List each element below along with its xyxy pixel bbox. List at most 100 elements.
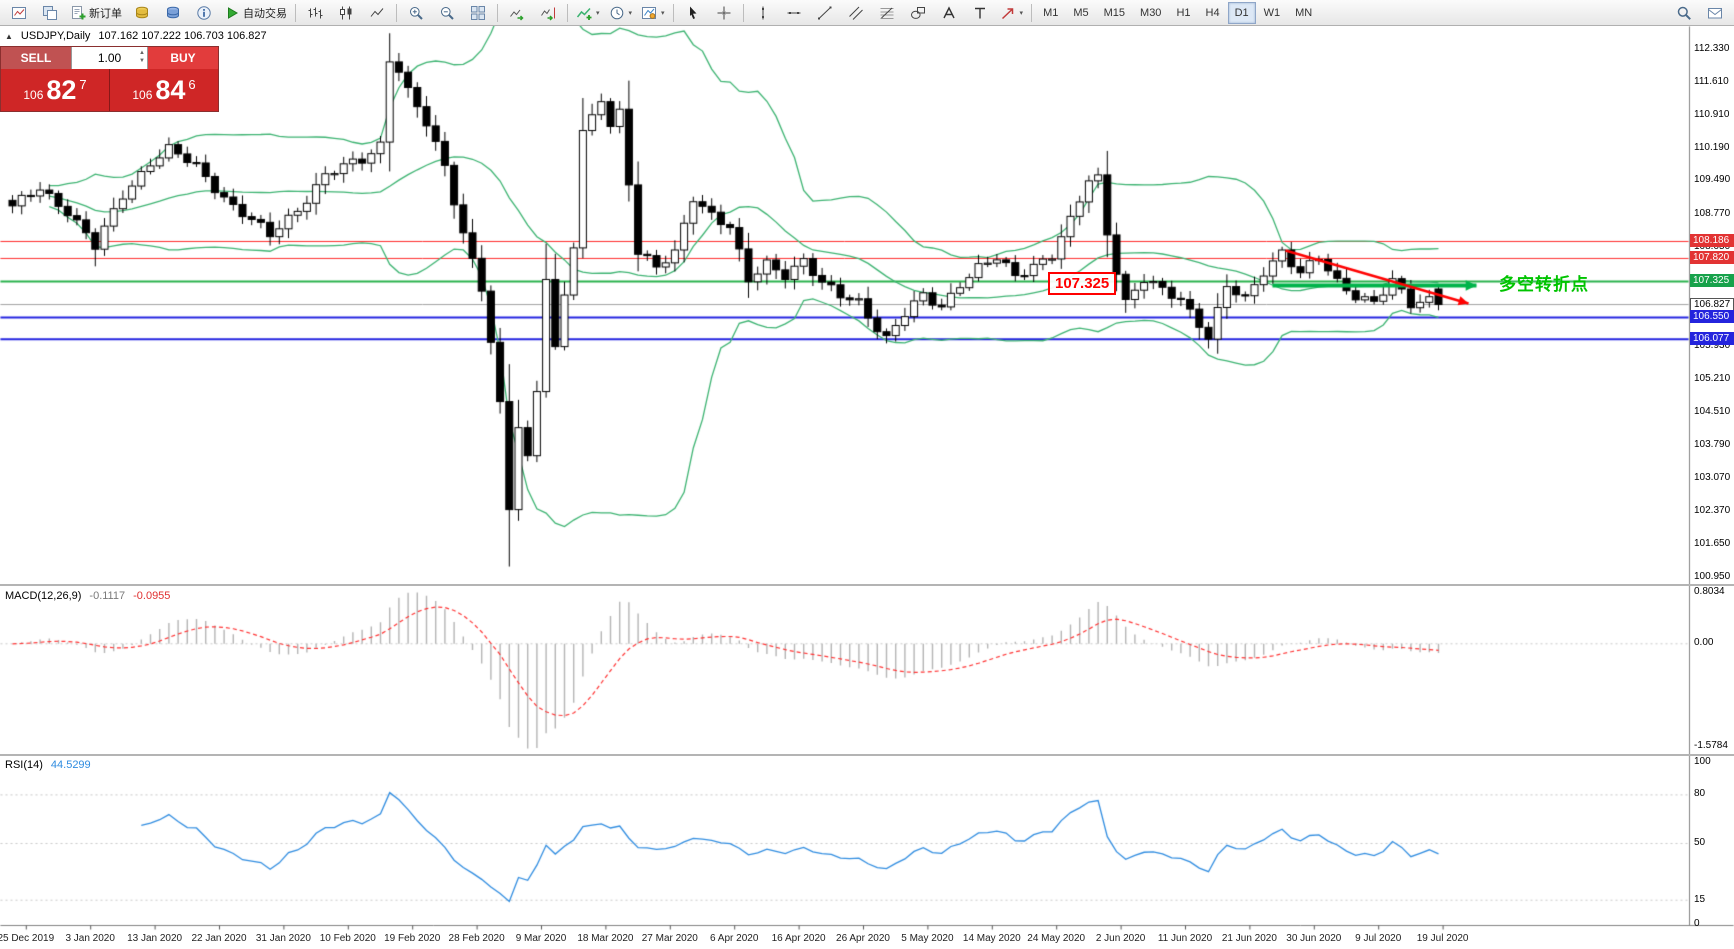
indicators-button[interactable]: ▾: [572, 1, 604, 25]
price-tick-label: 103.790: [1694, 438, 1731, 450]
auto-scroll-button[interactable]: [502, 1, 532, 25]
price-tick-label: 102.370: [1694, 504, 1731, 516]
macd-pane-resize-handle[interactable]: [0, 584, 1734, 586]
date-label: 5 May 2020: [901, 933, 954, 944]
price-tick-label: 112.330: [1694, 42, 1730, 54]
macd-name: MACD(12,26,9): [5, 590, 82, 602]
date-label: 18 Mar 2020: [577, 933, 634, 944]
chart-shift-button[interactable]: [533, 1, 563, 25]
autotrading-button[interactable]: 自动交易: [220, 1, 291, 25]
chart-canvas[interactable]: [0, 26, 1734, 949]
timeframe-w1-button[interactable]: W1: [1263, 6, 1281, 19]
date-label: 22 Jan 2020: [191, 933, 247, 944]
dropdown-caret-icon: ▾: [661, 9, 665, 17]
timeframe-m5-button[interactable]: M5: [1073, 6, 1089, 19]
rsi-value: 44.5299: [50, 759, 91, 771]
vertical-line-tool-button[interactable]: [748, 1, 778, 25]
macd-axis-label: 0.00: [1694, 637, 1714, 649]
zoom-in-button[interactable]: [401, 1, 431, 25]
price-annotation-box[interactable]: 107.325: [1048, 272, 1117, 295]
date-label: 9 Mar 2020: [515, 933, 567, 944]
mailbox-icon[interactable]: [1700, 1, 1730, 25]
fibonacci-tool-button[interactable]: [872, 1, 902, 25]
price-level-label: 107.325: [1690, 274, 1734, 288]
toolbar-separator: [396, 3, 397, 22]
buy-price[interactable]: 106 84 6: [110, 70, 218, 110]
sell-button[interactable]: SELL: [1, 47, 71, 69]
new-order-button[interactable]: 新订单: [66, 1, 126, 25]
time-axis[interactable]: 25 Dec 2019 3 Jan 2020 13 Jan 2020 22 Jan 2…: [0, 925, 1734, 949]
dropdown-caret-icon: ▾: [1019, 9, 1024, 17]
sell-price[interactable]: 106 82 7: [1, 70, 109, 110]
horizontal-line-tool-button[interactable]: [779, 1, 809, 25]
timeframe-m1-button[interactable]: M1: [1043, 6, 1059, 19]
rsi-axis-label: 50: [1694, 837, 1706, 848]
price-level-label: 108.186: [1690, 234, 1734, 248]
periods-button[interactable]: ▾: [605, 1, 637, 25]
chart-window: ▲ USDJPY,Daily 107.162 107.222 106.703 1…: [0, 26, 1734, 949]
chart-header: ▲ USDJPY,Daily 107.162 107.222 106.703 1…: [5, 30, 267, 42]
info-button[interactable]: [189, 1, 219, 25]
trendline-tool-button[interactable]: [810, 1, 840, 25]
timeframe-h1-button[interactable]: H1: [1176, 6, 1191, 19]
tile-windows-button[interactable]: [463, 1, 493, 25]
macd-axis-label: -1.5784: [1694, 740, 1728, 751]
toolbar-separator: [567, 3, 568, 22]
new-chart-button[interactable]: [4, 1, 34, 25]
rsi-indicator-label: RSI(14) 44.5299: [5, 759, 91, 771]
price-tick-label: 101.650: [1694, 538, 1731, 550]
macd-signal-value: -0.0955: [133, 590, 171, 602]
line-chart-mode-button[interactable]: [362, 1, 392, 25]
toolbar-separator: [1031, 3, 1033, 22]
zoom-out-button[interactable]: [432, 1, 462, 25]
label-tool-button[interactable]: [965, 1, 995, 25]
volume-spinner[interactable]: ▲ ▼: [139, 49, 145, 66]
date-label: 31 Jan 2020: [255, 933, 311, 944]
one-click-toggle-icon[interactable]: ▲: [5, 31, 13, 41]
buy-button[interactable]: BUY: [148, 47, 218, 69]
sell-price-big: 82: [46, 75, 77, 105]
date-label: 27 Mar 2020: [641, 933, 698, 944]
timeframe-m15-button[interactable]: M15: [1103, 6, 1126, 19]
candlestick-mode-button[interactable]: [331, 1, 361, 25]
timeframe-h4-button[interactable]: H4: [1205, 6, 1220, 19]
arrows-tool-button[interactable]: ▾: [996, 1, 1028, 25]
date-label: 3 Jan 2020: [65, 933, 115, 944]
ohlc-values: 107.162 107.222 106.703 106.827: [98, 30, 267, 42]
sell-price-prefix: 106: [23, 88, 44, 102]
timeframe-mn-button[interactable]: MN: [1295, 6, 1313, 19]
price-tick-label: 103.070: [1694, 472, 1731, 484]
price-level-label: 107.820: [1690, 251, 1734, 265]
timeframe-m30-button[interactable]: M30: [1140, 6, 1162, 19]
deposit-coins-icon[interactable]: [127, 1, 157, 25]
price-tick-label: 109.490: [1694, 174, 1731, 186]
date-label: 16 Apr 2020: [771, 933, 826, 944]
macd-main-value: -0.1117: [89, 590, 126, 602]
volume-input[interactable]: 1.00 ▲ ▼: [71, 47, 148, 69]
shapes-tool-button[interactable]: [903, 1, 933, 25]
channel-tool-button[interactable]: [841, 1, 871, 25]
toolbar: 新订单 自动交易 ▾ ▾ ▾ ▾ M1 M5 M15 M30 H1 H4 D1 W1 MN: [0, 0, 1734, 26]
rsi-name: RSI(14): [5, 759, 43, 771]
volume-down-icon[interactable]: ▼: [139, 58, 145, 65]
crosshair-tool-button[interactable]: [709, 1, 739, 25]
price-axis[interactable]: 112.330 111.610 110.910 110.190 109.490 108.7…: [1690, 26, 1734, 929]
timeframe-d1-button[interactable]: D1: [1227, 1, 1256, 24]
new-order-label: 新订单: [89, 7, 122, 20]
cursor-tool-button[interactable]: [678, 1, 708, 25]
buy-price-prefix: 106: [132, 88, 153, 102]
turning-point-annotation[interactable]: 多空转折点: [1499, 275, 1589, 294]
sell-price-sup: 7: [79, 77, 87, 92]
date-label: 10 Feb 2020: [319, 933, 376, 944]
search-icon[interactable]: [1669, 1, 1699, 25]
text-tool-button[interactable]: [934, 1, 964, 25]
date-label: 11 Jun 2020: [1157, 933, 1213, 944]
volume-up-icon[interactable]: ▲: [139, 50, 145, 56]
bar-chart-mode-button[interactable]: [300, 1, 330, 25]
date-label: 9 Jul 2020: [1355, 933, 1402, 944]
price-level-label: 106.550: [1690, 310, 1734, 324]
templates-button[interactable]: ▾: [637, 1, 669, 25]
rsi-pane-resize-handle[interactable]: [0, 754, 1734, 756]
profiles-button[interactable]: [35, 1, 65, 25]
funds-coins-icon[interactable]: [158, 1, 188, 25]
